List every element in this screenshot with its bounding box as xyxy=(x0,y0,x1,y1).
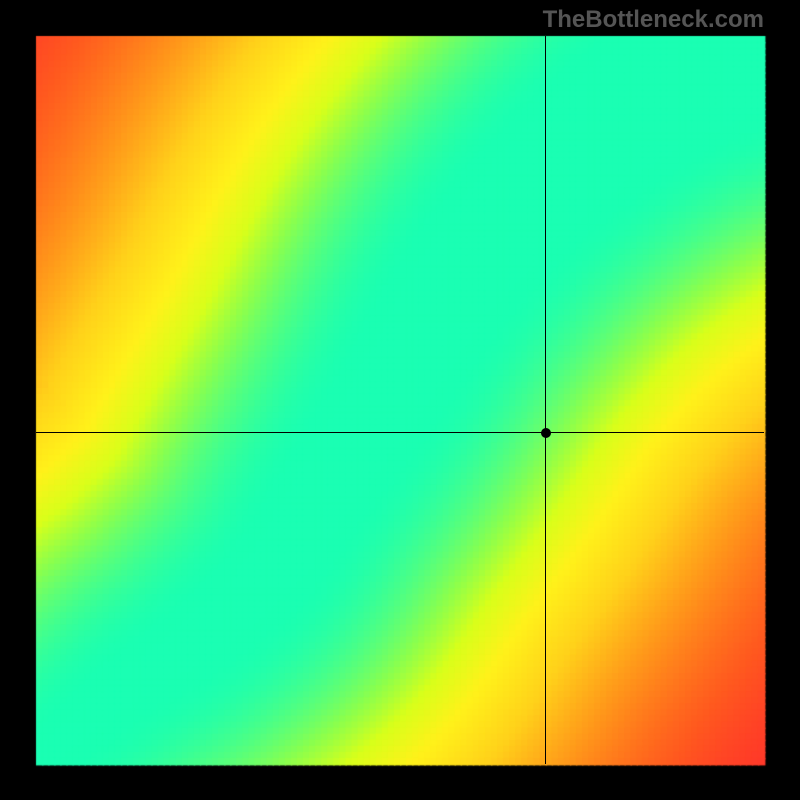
watermark-text: TheBottleneck.com xyxy=(543,6,764,34)
crosshair-vertical xyxy=(545,36,546,764)
bottleneck-heatmap xyxy=(0,0,800,800)
crosshair-horizontal xyxy=(36,432,764,433)
config-marker xyxy=(541,428,551,438)
